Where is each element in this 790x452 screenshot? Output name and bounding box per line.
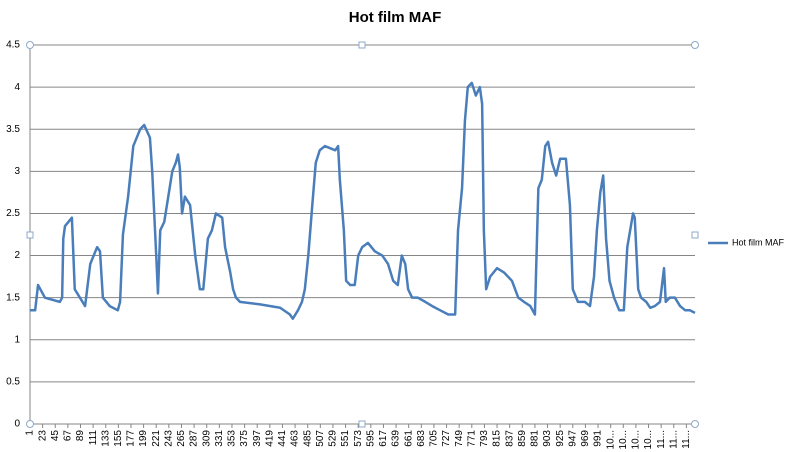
x-tick-label: 177 [126,430,137,447]
selection-handle [26,231,34,239]
selection-handle [691,231,699,239]
y-tick-label: 3 [14,166,20,177]
x-tick-label: 991 [593,430,604,447]
y-tick-label: 2.5 [6,208,20,219]
x-tick-label: 969 [580,430,591,447]
x-tick-label: 331 [214,430,225,447]
x-tick-label: 10... [631,430,642,449]
y-tick-label: 0 [14,419,20,430]
selection-handle [358,420,366,428]
x-tick-label: 133 [100,430,111,447]
x-tick-label: 287 [189,430,200,447]
x-tick-label: 419 [264,430,275,447]
x-tick-label: 683 [416,430,427,447]
x-tick-label: 507 [315,430,326,447]
x-tick-label: 10... [643,430,654,449]
selection-handle [358,41,366,49]
x-tick-label: 11... [668,430,679,449]
chart-title: Hot film MAF [349,9,441,26]
y-tick-label: 0.5 [6,377,20,388]
x-tick-label: 595 [365,430,376,447]
x-tick-label: 881 [530,430,541,447]
x-tick-label: 375 [239,430,250,447]
data-line [30,81,696,320]
x-tick-label: 221 [151,430,162,447]
x-tick-label: 837 [504,430,515,447]
selection-handle [26,41,34,49]
x-tick-label: 199 [138,430,149,447]
x-tick-label: 463 [290,430,301,447]
x-tick-label: 705 [429,430,440,447]
x-tick-label: 23 [37,430,48,442]
x-tick-label: 485 [302,430,313,447]
x-tick-label: 155 [113,430,124,447]
x-tick-label: 661 [403,430,414,447]
x-tick-label: 925 [555,430,566,447]
legend-label: Hot film MAF [732,237,785,247]
plot-area: 00.511.522.533.544.51 23 45 67 89 111 133 155 17… [6,40,696,449]
y-tick-label: 1 [14,334,20,345]
x-tick-label: 727 [441,430,452,447]
x-tick-label: 617 [378,430,389,447]
x-tick-label: 11... [656,430,667,449]
selection-handle [691,41,699,49]
x-tick-label: 10... [605,430,616,449]
x-tick-label: 529 [328,430,339,447]
selection-handle [691,420,699,428]
x-tick-label: 1 [25,430,36,436]
x-tick-label: 573 [353,430,364,447]
x-tick-label: 441 [277,430,288,447]
x-tick-label: 749 [454,430,465,447]
y-tick-label: 4.5 [6,40,20,51]
y-tick-label: 2 [14,250,20,261]
x-tick-label: 397 [252,430,263,447]
x-tick-label: 551 [340,430,351,447]
x-tick-label: 45 [50,430,61,442]
y-tick-label: 3.5 [6,124,20,135]
x-tick-label: 771 [466,430,477,447]
x-tick-label: 89 [75,430,86,442]
x-tick-label: 903 [542,430,553,447]
x-tick-label: 111 [88,430,99,446]
x-tick-label: 793 [479,430,490,447]
x-tick-label: 353 [227,430,238,447]
x-tick-label: 815 [492,430,503,447]
x-tick-label: 309 [201,430,212,447]
x-tick-label: 10... [618,430,629,449]
x-tick-label: 639 [391,430,402,447]
selection-handle [26,420,34,428]
x-tick-label: 947 [567,430,578,447]
y-tick-label: 4 [14,82,20,93]
x-tick-label: 67 [63,430,74,442]
x-tick-label: 11... [681,430,692,449]
y-tick-label: 1.5 [6,292,20,303]
x-tick-label: 859 [517,430,528,447]
x-tick-label: 265 [176,430,187,447]
x-tick-label: 243 [163,430,174,447]
